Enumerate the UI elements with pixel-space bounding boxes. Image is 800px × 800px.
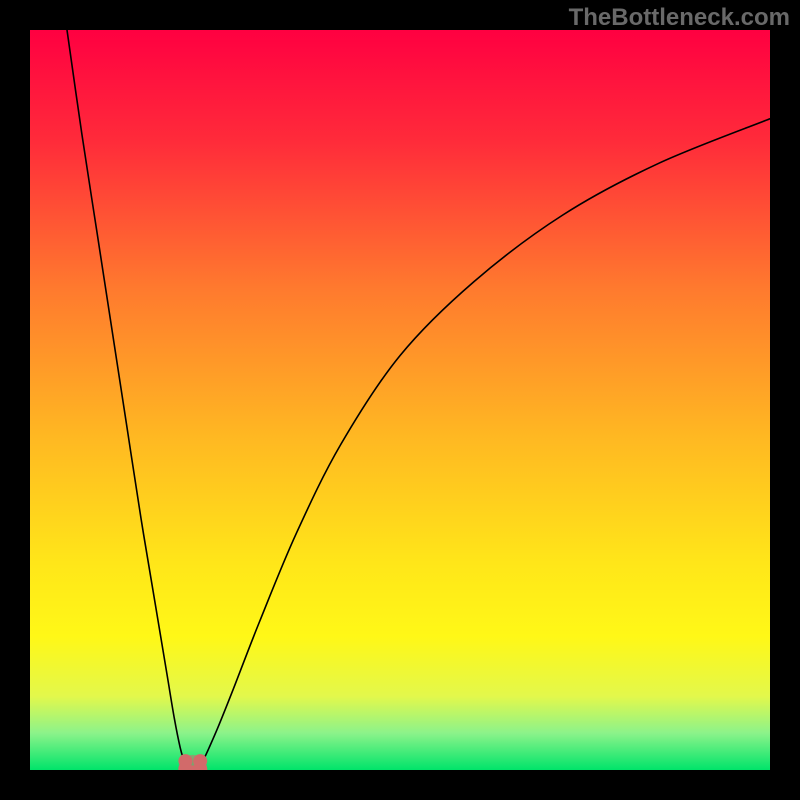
chart-frame: TheBottleneck.com — [0, 0, 800, 800]
gradient-background — [30, 30, 770, 770]
valley-marker — [178, 754, 207, 770]
plot-svg — [30, 30, 770, 770]
watermark-text: TheBottleneck.com — [569, 4, 790, 32]
plot-area — [30, 30, 770, 770]
